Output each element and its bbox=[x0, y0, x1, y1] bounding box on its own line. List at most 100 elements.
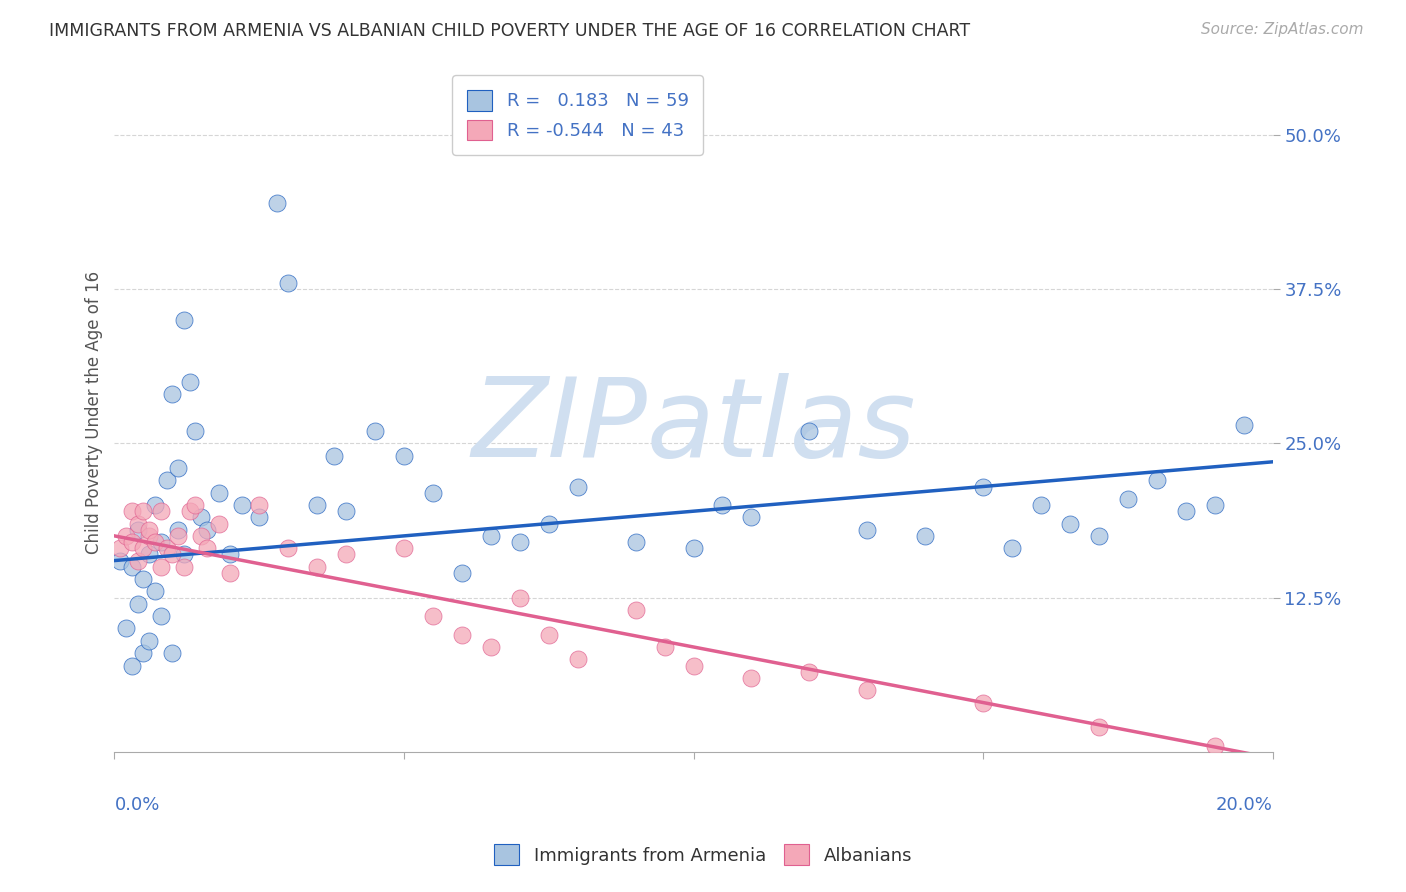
Point bbox=[1001, 541, 1024, 556]
Point bbox=[162, 646, 184, 660]
Point bbox=[323, 449, 346, 463]
Point bbox=[208, 485, 231, 500]
Point bbox=[335, 504, 357, 518]
Point bbox=[155, 541, 177, 556]
Point bbox=[179, 504, 201, 518]
Point bbox=[149, 609, 172, 624]
Point bbox=[1088, 720, 1111, 734]
Point bbox=[422, 609, 444, 624]
Point bbox=[392, 449, 415, 463]
Point bbox=[179, 375, 201, 389]
Y-axis label: Child Poverty Under the Age of 16: Child Poverty Under the Age of 16 bbox=[86, 271, 103, 554]
Text: IMMIGRANTS FROM ARMENIA VS ALBANIAN CHILD POVERTY UNDER THE AGE OF 16 CORRELATIO: IMMIGRANTS FROM ARMENIA VS ALBANIAN CHIL… bbox=[49, 22, 970, 40]
Point bbox=[392, 541, 415, 556]
Point bbox=[972, 696, 994, 710]
Point bbox=[149, 535, 172, 549]
Point bbox=[208, 516, 231, 531]
Text: 20.0%: 20.0% bbox=[1216, 796, 1272, 814]
Point bbox=[856, 523, 879, 537]
Point bbox=[1204, 498, 1226, 512]
Point bbox=[219, 548, 242, 562]
Point bbox=[266, 195, 288, 210]
Point bbox=[682, 541, 704, 556]
Point bbox=[143, 584, 166, 599]
Point bbox=[115, 529, 138, 543]
Point bbox=[740, 510, 762, 524]
Point bbox=[162, 387, 184, 401]
Point bbox=[479, 529, 502, 543]
Point bbox=[537, 516, 560, 531]
Point bbox=[132, 504, 155, 518]
Point bbox=[277, 276, 299, 290]
Point bbox=[184, 498, 207, 512]
Point bbox=[121, 504, 143, 518]
Point bbox=[1204, 739, 1226, 753]
Point bbox=[567, 652, 589, 666]
Point bbox=[115, 622, 138, 636]
Point bbox=[307, 498, 329, 512]
Point bbox=[190, 510, 212, 524]
Point bbox=[149, 559, 172, 574]
Point bbox=[509, 591, 531, 605]
Point bbox=[127, 516, 149, 531]
Point bbox=[108, 553, 131, 567]
Point bbox=[138, 548, 160, 562]
Point bbox=[219, 566, 242, 580]
Point bbox=[914, 529, 936, 543]
Point bbox=[149, 504, 172, 518]
Point bbox=[173, 548, 195, 562]
Point bbox=[247, 510, 270, 524]
Point bbox=[121, 559, 143, 574]
Point bbox=[567, 479, 589, 493]
Point bbox=[162, 548, 184, 562]
Point bbox=[143, 535, 166, 549]
Point bbox=[167, 461, 190, 475]
Point bbox=[132, 646, 155, 660]
Point bbox=[1059, 516, 1081, 531]
Point bbox=[422, 485, 444, 500]
Point bbox=[155, 473, 177, 487]
Point bbox=[307, 559, 329, 574]
Point bbox=[127, 553, 149, 567]
Text: Source: ZipAtlas.com: Source: ZipAtlas.com bbox=[1201, 22, 1364, 37]
Point bbox=[1146, 473, 1168, 487]
Point bbox=[1088, 529, 1111, 543]
Point bbox=[231, 498, 253, 512]
Point bbox=[1174, 504, 1197, 518]
Point bbox=[247, 498, 270, 512]
Point bbox=[450, 627, 472, 641]
Point bbox=[740, 671, 762, 685]
Point bbox=[121, 658, 143, 673]
Point bbox=[121, 535, 143, 549]
Point bbox=[184, 424, 207, 438]
Point bbox=[856, 683, 879, 698]
Point bbox=[108, 541, 131, 556]
Point bbox=[127, 523, 149, 537]
Point bbox=[1233, 417, 1256, 432]
Point bbox=[654, 640, 676, 654]
Point bbox=[335, 548, 357, 562]
Point bbox=[138, 529, 160, 543]
Point bbox=[509, 535, 531, 549]
Point bbox=[195, 523, 218, 537]
Point bbox=[173, 313, 195, 327]
Point bbox=[132, 541, 155, 556]
Point bbox=[624, 535, 647, 549]
Point bbox=[167, 523, 190, 537]
Point bbox=[624, 603, 647, 617]
Point bbox=[143, 498, 166, 512]
Point bbox=[173, 559, 195, 574]
Point bbox=[127, 597, 149, 611]
Legend: Immigrants from Armenia, Albanians: Immigrants from Armenia, Albanians bbox=[486, 837, 920, 872]
Point bbox=[277, 541, 299, 556]
Point bbox=[138, 523, 160, 537]
Point bbox=[972, 479, 994, 493]
Point bbox=[450, 566, 472, 580]
Point bbox=[479, 640, 502, 654]
Legend: R =   0.183   N = 59, R = -0.544   N = 43: R = 0.183 N = 59, R = -0.544 N = 43 bbox=[453, 75, 703, 155]
Text: 0.0%: 0.0% bbox=[114, 796, 160, 814]
Point bbox=[799, 424, 821, 438]
Point bbox=[799, 665, 821, 679]
Point bbox=[138, 633, 160, 648]
Point bbox=[682, 658, 704, 673]
